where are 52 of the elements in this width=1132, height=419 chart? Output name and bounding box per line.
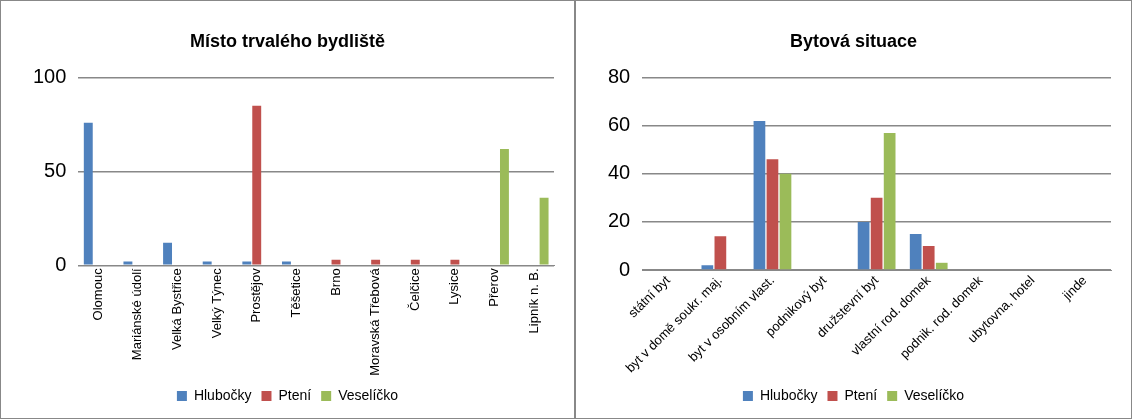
- bar: [252, 105, 262, 265]
- x-tick-label: Lysice: [446, 268, 462, 305]
- legend-label: Veselíčko: [338, 386, 399, 403]
- bar: [331, 259, 341, 265]
- bar: [123, 261, 133, 265]
- x-tick-label: Čelčice: [406, 268, 422, 311]
- chart-title: Bytová situace: [789, 30, 918, 51]
- bar: [870, 197, 883, 270]
- y-tick-label: 20: [608, 209, 631, 232]
- bar: [857, 221, 870, 270]
- y-tick-label: 50: [44, 158, 67, 181]
- legend-label: Hlubočky: [759, 386, 818, 403]
- x-tick-label: Olomouc: [89, 267, 105, 321]
- y-tick-label: 60: [608, 113, 631, 136]
- bar: [83, 122, 93, 265]
- bar: [242, 261, 252, 265]
- bar: [753, 120, 766, 270]
- bar: [909, 233, 922, 270]
- bar: [371, 259, 381, 265]
- chart-title: Místo trvalého bydliště: [189, 30, 386, 51]
- y-tick-label: 100: [32, 65, 67, 88]
- bar: [163, 242, 173, 265]
- x-tick-label: Prostějov: [248, 267, 264, 323]
- bar: [701, 265, 714, 270]
- bar: [450, 259, 460, 265]
- x-tick-label: Velký Týnec: [208, 267, 224, 339]
- x-tick-label: Mariánské údolí: [129, 267, 145, 361]
- bar: [539, 197, 549, 265]
- bar: [714, 236, 727, 270]
- bar: [922, 245, 935, 270]
- bar: [779, 173, 792, 270]
- bar: [282, 261, 291, 265]
- y-tick-label: 80: [608, 65, 631, 88]
- legend-label: Veselíčko: [904, 386, 965, 403]
- legend-label: Ptení: [278, 386, 312, 403]
- y-tick-label: 0: [55, 252, 67, 275]
- bar: [500, 148, 509, 265]
- bar: [202, 261, 212, 265]
- x-tick-label: Velká Bystřice: [169, 268, 185, 351]
- y-tick-label: 0: [619, 257, 631, 280]
- legend-label: Ptení: [844, 386, 878, 403]
- bar: [883, 132, 896, 270]
- legend-label: Hlubočky: [193, 386, 252, 403]
- bar: [766, 159, 779, 270]
- y-tick-label: 40: [608, 161, 631, 184]
- x-tick-label: Lipník n. B.: [525, 268, 541, 334]
- bar: [410, 259, 420, 265]
- x-tick-label: Přerov: [486, 267, 502, 307]
- x-tick-label: Moravská Třebová: [367, 267, 383, 376]
- x-tick-label: Brno: [327, 268, 343, 296]
- x-tick-label: Těšetice: [287, 268, 303, 318]
- bar: [935, 262, 948, 270]
